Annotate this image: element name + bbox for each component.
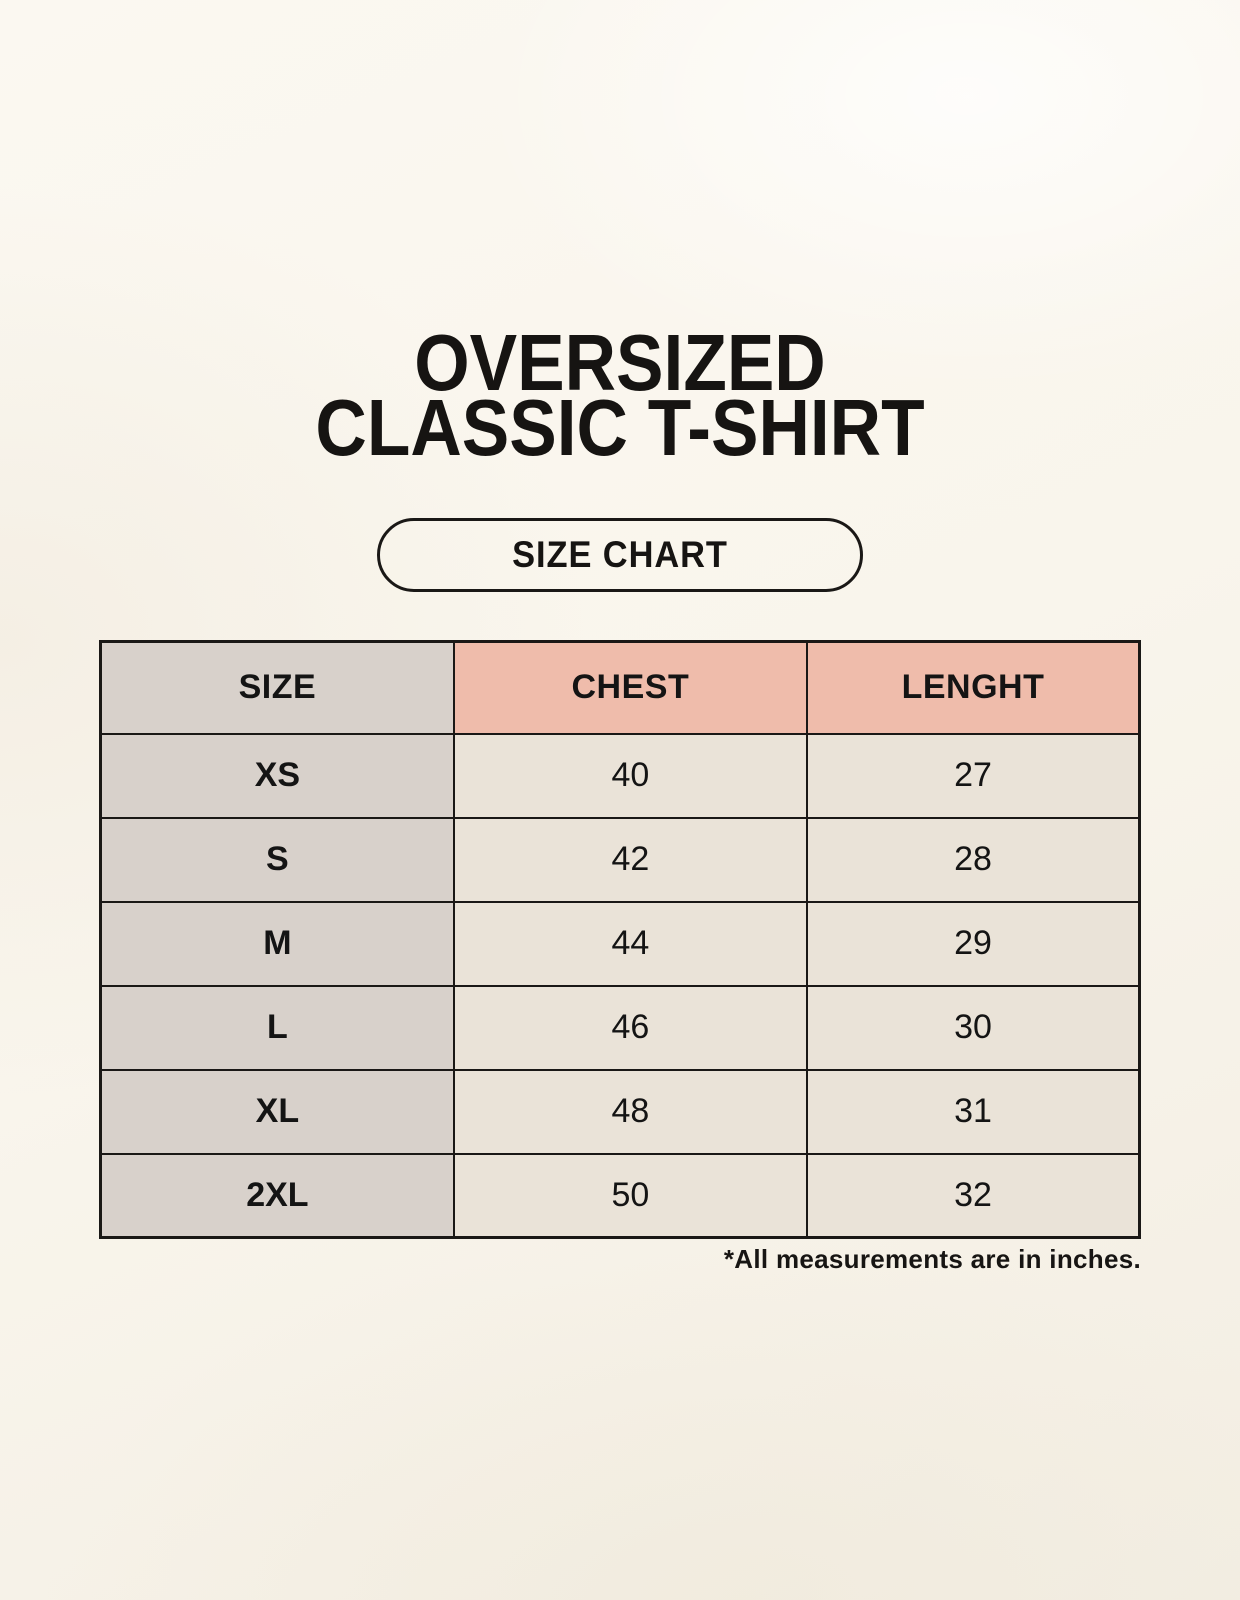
length-value: 32 bbox=[806, 1152, 1141, 1239]
chest-value: 48 bbox=[452, 1068, 809, 1155]
table-header-row: SIZE CHEST LENGHT bbox=[99, 640, 1141, 735]
table-row-xs: XS 40 27 bbox=[99, 732, 1141, 819]
length-value: 27 bbox=[806, 732, 1141, 819]
size-chart-button[interactable]: SIZE CHART bbox=[377, 518, 863, 592]
size-label: XS bbox=[99, 732, 455, 819]
chest-value: 40 bbox=[452, 732, 809, 819]
size-chart-table: SIZE CHEST LENGHT XS 40 27 S 42 28 M 44 … bbox=[99, 640, 1141, 1239]
size-label: L bbox=[99, 984, 455, 1071]
length-value: 30 bbox=[806, 984, 1141, 1071]
size-label: M bbox=[99, 900, 455, 987]
chest-value: 46 bbox=[452, 984, 809, 1071]
length-value: 29 bbox=[806, 900, 1141, 987]
size-label: XL bbox=[99, 1068, 455, 1155]
size-label: S bbox=[99, 816, 455, 903]
table-row-2xl: 2XL 50 32 bbox=[99, 1152, 1141, 1239]
chest-value: 50 bbox=[452, 1152, 809, 1239]
size-chart-button-label: SIZE CHART bbox=[512, 534, 728, 575]
column-header-chest: CHEST bbox=[452, 640, 809, 735]
table-row-xl: XL 48 31 bbox=[99, 1068, 1141, 1155]
table-row-s: S 42 28 bbox=[99, 816, 1141, 903]
chest-value: 44 bbox=[452, 900, 809, 987]
page-title: OVERSIZED CLASSIC T-SHIRT bbox=[68, 323, 1172, 468]
column-header-size: SIZE bbox=[99, 640, 455, 735]
length-value: 31 bbox=[806, 1068, 1141, 1155]
column-header-length: LENGHT bbox=[806, 640, 1141, 735]
title-line-1: OVERSIZED bbox=[414, 318, 826, 407]
table-row-m: M 44 29 bbox=[99, 900, 1141, 987]
length-value: 28 bbox=[806, 816, 1141, 903]
size-label: 2XL bbox=[99, 1152, 455, 1239]
measurements-footnote: *All measurements are in inches. bbox=[723, 1244, 1141, 1274]
table-row-l: L 46 30 bbox=[99, 984, 1141, 1071]
chest-value: 42 bbox=[452, 816, 809, 903]
title-line-2: CLASSIC T-SHIRT bbox=[315, 383, 925, 472]
